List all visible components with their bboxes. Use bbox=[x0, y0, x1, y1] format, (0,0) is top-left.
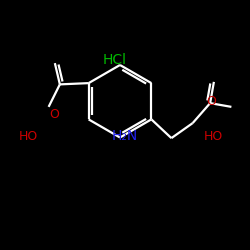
Text: O: O bbox=[49, 108, 59, 122]
Text: HO: HO bbox=[204, 130, 224, 143]
Text: HO: HO bbox=[19, 130, 38, 143]
Text: H₂N: H₂N bbox=[112, 129, 138, 143]
Text: O: O bbox=[206, 95, 216, 108]
Text: HCl: HCl bbox=[103, 53, 127, 67]
